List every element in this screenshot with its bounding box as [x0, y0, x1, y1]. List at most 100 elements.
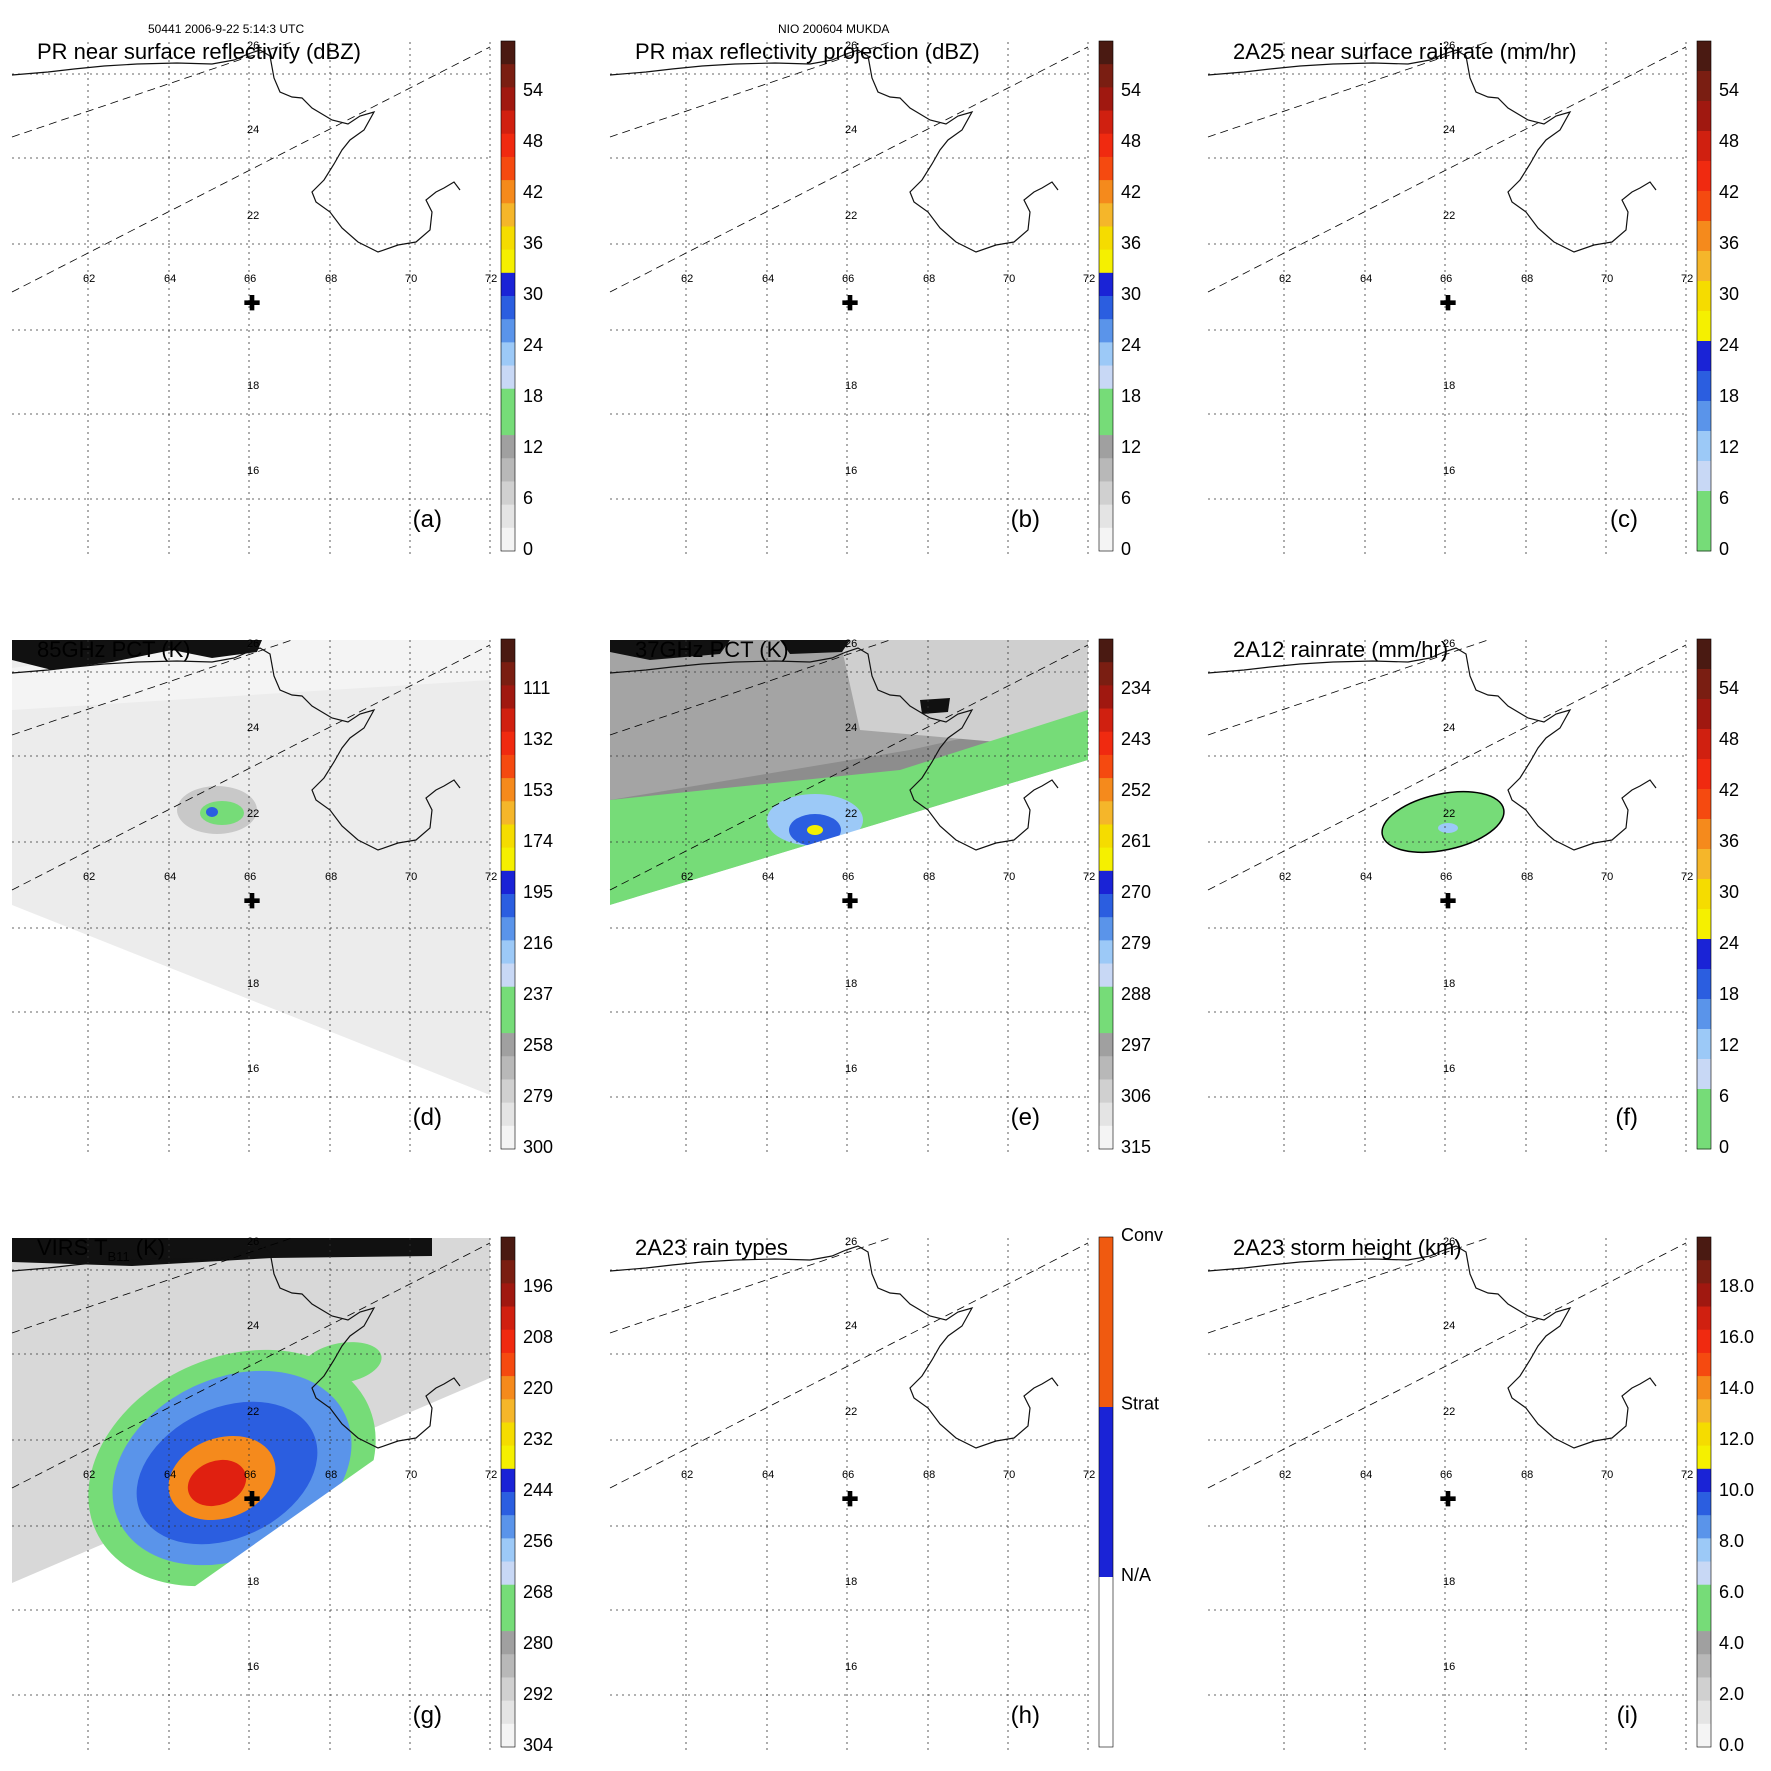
- colorbar-segment: [501, 1654, 515, 1678]
- panel-letter: (f): [1615, 1104, 1638, 1131]
- lon-label: 70: [405, 871, 417, 883]
- colorbar-label: 12: [1719, 1035, 1739, 1055]
- colorbar-segment: [501, 411, 515, 436]
- lat-label: 26: [845, 638, 857, 650]
- lat-label: 18: [1443, 978, 1455, 990]
- panel-c: 62 64 66 68 70 72 26 24 22 18 16 ✚ 2A25 near surface…: [1207, 39, 1739, 559]
- colorbar-label: 12: [1121, 437, 1141, 457]
- colorbar-segment: [1697, 1538, 1711, 1563]
- colorbar-segment: [1697, 191, 1711, 222]
- colorbar-segment: [501, 917, 515, 941]
- colorbar-segment: [1697, 849, 1711, 880]
- colorbar-segment: [1697, 161, 1711, 192]
- colorbar-segment: [1697, 819, 1711, 850]
- lon-label: 64: [164, 1469, 176, 1481]
- colorbar-segment: [1099, 458, 1113, 482]
- lat-label: 24: [845, 124, 857, 136]
- colorbar-segment: [501, 662, 515, 686]
- colorbar-frame: [1098, 1236, 1114, 1748]
- lat-label: 18: [845, 380, 857, 392]
- colorbar-segment: [1697, 1237, 1711, 1261]
- coastline: [11, 1245, 461, 1449]
- colorbar-segment: [1697, 1445, 1711, 1470]
- colorbar-label: 30: [1719, 284, 1739, 304]
- colorbar-label: 6: [1121, 488, 1131, 508]
- coastline: [609, 1245, 1059, 1449]
- colorbar-segment: [1697, 729, 1711, 760]
- lon-label: 64: [1360, 1469, 1372, 1481]
- colorbar-label: 12: [1719, 437, 1739, 457]
- colorbar-segment: [501, 1009, 515, 1034]
- colorbar-label: 10.0: [1719, 1480, 1754, 1500]
- coastline: [11, 49, 461, 253]
- panel-letter: (h): [1011, 1702, 1040, 1729]
- lat-label: 24: [845, 1320, 857, 1332]
- colorbar-segment: [501, 180, 515, 204]
- lat-label: 22: [845, 1406, 857, 1418]
- colorbar-segment: [1697, 1700, 1711, 1725]
- lon-label: 62: [681, 1469, 693, 1481]
- colorbar-label: 48: [1719, 729, 1739, 749]
- colorbar-label: 30: [1121, 284, 1141, 304]
- colorbar-label: 195: [523, 882, 553, 902]
- colorbar-segment: [1099, 1033, 1113, 1057]
- cold-cloud-patch: [12, 1238, 432, 1266]
- lat-label: 18: [247, 1576, 259, 1588]
- colorbar-segment: [1099, 824, 1113, 849]
- colorbar-label: 42: [1719, 780, 1739, 800]
- panel-h: 62 64 66 68 70 72 26 24 22 18 16 ✚ 2A23 rain types (h…: [609, 1225, 1163, 1753]
- colorbar-segment: [501, 1260, 515, 1284]
- colorbar-label: 0: [1121, 539, 1131, 559]
- colorbar-segment: [501, 1125, 515, 1150]
- cloud-land-band: [302, 1342, 382, 1384]
- colorbar-segment: [1697, 1376, 1711, 1400]
- colorbar-segment: [1099, 435, 1113, 459]
- colorbar-segment: [501, 435, 515, 459]
- lon-label: 66: [1440, 273, 1452, 285]
- colorbar-label: 234: [1121, 678, 1151, 698]
- lon-label: 68: [923, 871, 935, 883]
- swath-edge-upper: [609, 41, 891, 138]
- land-light: [840, 640, 1088, 750]
- colorbar-segment: [1099, 411, 1113, 436]
- colorbar-segment: [1697, 1399, 1711, 1423]
- outside-swath: [12, 905, 490, 1155]
- lon-label: 68: [923, 273, 935, 285]
- colorbar-label: 279: [1121, 933, 1151, 953]
- colorbar-label: 24: [523, 335, 543, 355]
- storm-center-mark: ✚: [842, 1489, 859, 1511]
- colorbar-segment: [501, 824, 515, 849]
- lon-label: 62: [1279, 1469, 1291, 1481]
- panel-g: 62 64 66 68 70 72 26 24 22 18 16 ✚ VIRS TB11 (K) (g) 1…: [11, 1235, 553, 1755]
- colorbar-label: 220: [523, 1378, 553, 1398]
- lon-label: 70: [1601, 1469, 1613, 1481]
- swath-edge-lower: [1207, 644, 1687, 891]
- lat-label: 18: [845, 978, 857, 990]
- colorbar-label: 292: [523, 1684, 553, 1704]
- lon-label: 70: [405, 273, 417, 285]
- colorbar-segment: [501, 64, 515, 88]
- colorbar-label: N/A: [1121, 1565, 1151, 1585]
- colorbar-segment: [501, 940, 515, 965]
- colorbar-label: 297: [1121, 1035, 1151, 1055]
- colorbar-label: 0: [1719, 539, 1729, 559]
- colorbar-segment: [1697, 879, 1711, 910]
- swath-edge-lower: [11, 644, 491, 891]
- colorbar-segment: [1697, 999, 1711, 1030]
- colorbar-label: 304: [523, 1735, 553, 1755]
- swath-edge-upper: [1207, 1237, 1489, 1334]
- panel-a: 62 64 66 68 70 72 26 24 22 18 16 ✚ PR near surface r…: [11, 39, 543, 559]
- missing-data-patch-3: [920, 698, 950, 714]
- colorbar-label: 132: [523, 729, 553, 749]
- colorbar-segment: [1099, 133, 1113, 158]
- colorbar-label: Strat: [1121, 1393, 1159, 1413]
- lat-label: 18: [1443, 380, 1455, 392]
- lon-label: 72: [485, 871, 497, 883]
- colorbar-segment: [501, 1283, 515, 1308]
- lat-label: 26: [247, 638, 259, 650]
- colorbar-label: 42: [1719, 182, 1739, 202]
- colorbar-label: 196: [523, 1276, 553, 1296]
- storm-center-mark: ✚: [244, 293, 261, 315]
- colorbar-label: 243: [1121, 729, 1151, 749]
- colorbar-label: 288: [1121, 984, 1151, 1004]
